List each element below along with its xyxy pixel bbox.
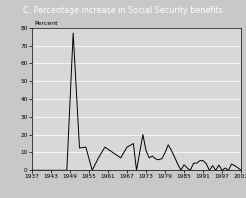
Text: C. Percentage increase in Social Security benefits: C. Percentage increase in Social Securit… xyxy=(23,6,223,15)
Text: Percent: Percent xyxy=(34,21,58,26)
